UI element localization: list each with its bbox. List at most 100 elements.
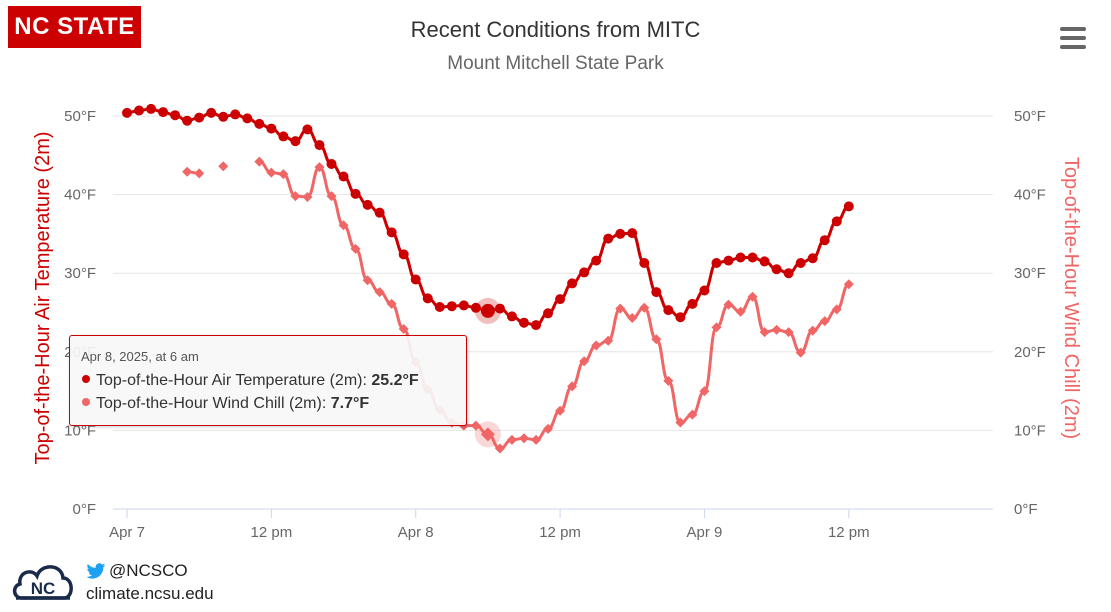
data-point-wind-chill <box>398 324 409 335</box>
data-point-air-temperature <box>843 201 854 212</box>
chart-subtitle: Mount Mitchell State Park <box>447 53 664 74</box>
data-point-air-temperature <box>675 312 686 323</box>
data-point-wind-chill <box>771 324 782 335</box>
data-point-air-temperature <box>579 267 590 278</box>
data-point-air-temperature <box>434 301 445 312</box>
data-point-air-temperature <box>290 136 301 147</box>
data-point-air-temperature <box>182 115 193 126</box>
data-point-wind-chill <box>350 243 361 254</box>
data-point-wind-chill <box>627 313 638 324</box>
data-point-air-temperature <box>470 302 481 313</box>
chart-tooltip: Apr 8, 2025, at 6 am Top-of-the-Hour Air… <box>69 335 467 426</box>
temp-dot-icon <box>82 374 90 383</box>
data-point-wind-chill <box>723 299 734 310</box>
data-point-air-temperature <box>242 113 253 124</box>
y-tick-label-left: 40°F <box>64 187 96 204</box>
website-url[interactable]: climate.ncsu.edu <box>86 584 214 603</box>
data-point-wind-chill <box>543 423 554 434</box>
data-point-air-temperature <box>615 228 626 239</box>
x-tick-label: Apr 8 <box>398 524 434 541</box>
y-tick-label-right: 30°F <box>1014 265 1046 282</box>
data-point-wind-chill <box>362 275 373 286</box>
data-point-air-temperature <box>518 317 529 328</box>
twitter-handle[interactable]: @NCSCO <box>86 561 188 581</box>
data-point-wind-chill <box>687 409 698 420</box>
data-point-wind-chill <box>615 303 626 314</box>
chill-dot-icon <box>82 397 90 406</box>
data-point-air-temperature <box>663 305 674 316</box>
data-point-wind-chill <box>831 304 842 315</box>
data-point-air-temperature <box>759 256 770 267</box>
data-point-air-temperature <box>711 257 722 268</box>
y-tick-label-right: 50°F <box>1014 108 1046 125</box>
data-point-wind-chill <box>218 161 229 172</box>
data-point-air-temperature <box>254 118 265 129</box>
y-tick-label-right: 10°F <box>1014 422 1046 439</box>
data-point-wind-chill <box>314 162 325 173</box>
data-point-air-temperature <box>194 112 205 123</box>
data-point-air-temperature <box>230 109 241 120</box>
data-point-wind-chill <box>266 167 277 178</box>
twitter-handle-text: @NCSCO <box>109 561 188 580</box>
tooltip-temp-row: Top-of-the-Hour Air Temperature (2m): 25… <box>82 372 419 390</box>
data-point-air-temperature <box>386 227 397 238</box>
data-point-wind-chill <box>254 156 265 167</box>
data-point-wind-chill <box>711 322 722 333</box>
y-axis-title-left: Top-of-the-Hour Air Temperature (2m) <box>32 131 54 464</box>
data-point-air-temperature <box>651 287 662 298</box>
data-point-air-temperature <box>531 320 542 331</box>
tooltip-temp-label: Top-of-the-Hour Air Temperature (2m): <box>96 372 372 389</box>
data-point-wind-chill <box>338 220 349 231</box>
data-point-air-temperature <box>410 274 421 285</box>
data-point-air-temperature <box>747 252 758 263</box>
data-point-air-temperature <box>735 252 746 263</box>
data-point-air-temperature <box>771 264 782 275</box>
data-point-air-temperature <box>350 188 361 199</box>
data-point-air-temperature <box>218 111 229 122</box>
x-tick-label: 12 pm <box>539 524 581 541</box>
data-point-air-temperature <box>723 255 734 266</box>
data-point-wind-chill <box>194 168 205 179</box>
data-point-wind-chill <box>470 420 481 431</box>
tooltip-temp-value: 25.2°F <box>371 372 419 389</box>
ncsco-cloud-logo: NC <box>12 565 73 600</box>
ncstate-logo: NC STATE <box>8 6 141 48</box>
data-point-air-temperature <box>266 123 277 134</box>
data-point-wind-chill <box>783 327 794 338</box>
data-point-air-temperature <box>458 300 469 311</box>
data-point-air-temperature <box>819 235 830 246</box>
data-point-air-temperature <box>398 249 409 260</box>
data-point-air-temperature <box>591 255 602 266</box>
hamburger-menu-icon[interactable] <box>1060 27 1086 49</box>
data-point-air-temperature <box>170 110 181 121</box>
data-point-air-temperature <box>831 216 842 227</box>
data-point-air-temperature <box>338 171 349 182</box>
data-point-air-temperature <box>783 268 794 279</box>
data-point-wind-chill <box>531 434 542 445</box>
y-tick-label-left: 50°F <box>64 108 96 125</box>
data-point-air-temperature <box>422 293 433 304</box>
data-point-air-temperature <box>555 294 566 305</box>
data-point-wind-chill <box>567 381 578 392</box>
data-point-air-temperature <box>146 103 157 114</box>
data-point-air-temperature <box>603 233 614 244</box>
data-point-wind-chill <box>819 316 830 327</box>
data-point-wind-chill <box>699 386 710 397</box>
tooltip-header: Apr 8, 2025, at 6 am <box>81 349 199 364</box>
data-point-air-temperature <box>807 253 818 264</box>
data-point-wind-chill <box>675 417 686 428</box>
data-point-air-temperature <box>302 124 313 135</box>
data-point-wind-chill <box>591 340 602 351</box>
data-point-wind-chill <box>639 302 650 313</box>
data-point-wind-chill <box>326 191 337 202</box>
x-tick-label: Apr 9 <box>687 524 723 541</box>
y-tick-label-left: 30°F <box>64 265 96 282</box>
data-point-air-temperature <box>506 311 517 322</box>
data-point-wind-chill <box>603 335 614 346</box>
data-point-air-temperature <box>567 278 578 289</box>
data-point-air-temperature <box>687 298 698 309</box>
data-point-wind-chill <box>518 433 529 444</box>
tooltip-chill-row: Top-of-the-Hour Wind Chill (2m): 7.7°F <box>82 395 369 413</box>
data-point-wind-chill <box>506 434 517 445</box>
